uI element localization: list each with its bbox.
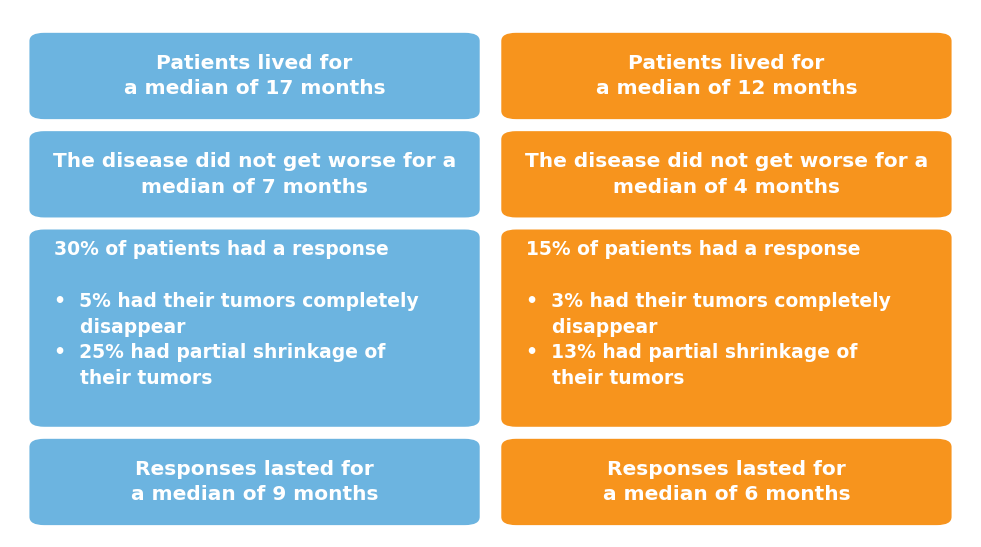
Text: Responses lasted for
a median of 9 months: Responses lasted for a median of 9 month… [130, 459, 379, 504]
FancyBboxPatch shape [501, 439, 952, 525]
Text: 15% of patients had a response

•  3% had their tumors completely
    disappear
: 15% of patients had a response • 3% had … [526, 241, 891, 388]
Text: 30% of patients had a response

•  5% had their tumors completely
    disappear
: 30% of patients had a response • 5% had … [54, 241, 419, 388]
Text: The disease did not get worse for a
median of 4 months: The disease did not get worse for a medi… [525, 152, 928, 197]
FancyBboxPatch shape [29, 439, 480, 525]
Text: The disease did not get worse for a
median of 7 months: The disease did not get worse for a medi… [53, 152, 456, 197]
Text: Patients lived for
a median of 17 months: Patients lived for a median of 17 months [124, 54, 386, 98]
FancyBboxPatch shape [501, 131, 952, 218]
FancyBboxPatch shape [501, 230, 952, 427]
FancyBboxPatch shape [29, 230, 480, 427]
FancyBboxPatch shape [501, 33, 952, 119]
FancyBboxPatch shape [29, 131, 480, 218]
Text: Responses lasted for
a median of 6 months: Responses lasted for a median of 6 month… [602, 459, 851, 504]
Text: Patients lived for
a median of 12 months: Patients lived for a median of 12 months [595, 54, 857, 98]
FancyBboxPatch shape [29, 33, 480, 119]
